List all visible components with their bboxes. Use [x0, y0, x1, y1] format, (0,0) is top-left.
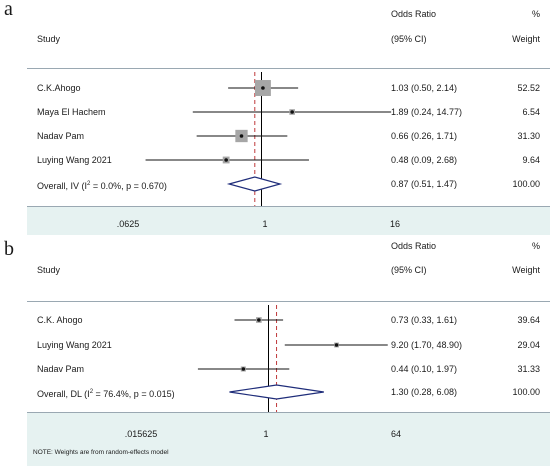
panel-a-letter: a: [4, 0, 13, 20]
x-tick-label: .015625: [124, 429, 158, 439]
header-percent: %: [531, 241, 540, 251]
study-ci: 0.66 (0.26, 1.71): [391, 131, 458, 141]
study-ci: 1.89 (0.24, 14.77): [391, 107, 463, 117]
x-tick-label: 16: [389, 219, 401, 229]
point-estimate: [239, 134, 244, 138]
study-name: C.K. Ahogo: [37, 315, 83, 325]
header-odds-ratio: Odds Ratio: [391, 241, 437, 251]
header-percent: %: [531, 9, 540, 19]
study-weight: 9.64: [522, 155, 540, 165]
study-name: Luying Wang 2021: [37, 155, 112, 165]
study-ci: 9.20 (1.70, 48.90): [391, 340, 463, 350]
divider-bottom: [27, 206, 550, 207]
point-estimate: [224, 158, 228, 162]
header-odds-ratio: Odds Ratio: [391, 9, 437, 19]
header-ci: (95% CI): [391, 34, 427, 44]
overall-weight: 100.00: [512, 387, 540, 397]
axis-band: [27, 413, 550, 466]
study-weight: 6.54: [522, 107, 540, 117]
study-name: Nadav Pam: [37, 131, 85, 141]
footnote: NOTE: Weights are from random-effects mo…: [33, 449, 169, 456]
header-ci: (95% CI): [391, 265, 427, 275]
study-weight: 39.64: [517, 315, 540, 325]
study-weight: 29.04: [517, 340, 540, 350]
divider-bottom: [27, 412, 550, 413]
study-name: Luying Wang 2021: [37, 340, 112, 350]
study-name: Maya El Hachem: [37, 107, 106, 117]
overall-diamond: [229, 384, 324, 400]
overall-label: Overall, DL (I2 = 76.4%, p = 0.015): [37, 389, 175, 399]
panel-b-letter: b: [4, 238, 14, 260]
study-name: C.K.Ahogo: [37, 83, 81, 93]
point-estimate: [334, 343, 339, 347]
header-weight: Weight: [512, 265, 540, 275]
divider-top: [27, 301, 550, 302]
overall-label: Overall, IV (I2 = 0.0%, p = 0.670): [37, 181, 167, 191]
axis-band: [27, 207, 550, 235]
study-weight: 52.52: [517, 83, 540, 93]
study-weight: 31.33: [517, 364, 540, 374]
x-tick-label: 1: [262, 219, 268, 229]
forest-marks-a: [145, 72, 392, 206]
point-estimate: [241, 367, 246, 371]
study-ci: 0.48 (0.09, 2.68): [391, 155, 458, 165]
overall-ci: 0.87 (0.51, 1.47): [391, 179, 458, 189]
header-study: Study: [37, 265, 61, 275]
point-estimate: [290, 110, 294, 114]
header-weight: Weight: [512, 34, 540, 44]
study-weight: 31.30: [517, 131, 540, 141]
x-tick-label: .0625: [116, 219, 140, 229]
study-name: Nadav Pam: [37, 364, 85, 374]
divider-top: [27, 68, 550, 69]
overall-diamond: [226, 176, 283, 192]
point-estimate: [261, 86, 265, 90]
overall-weight: 100.00: [512, 179, 540, 189]
forest-marks-b: [197, 305, 388, 412]
x-tick-label: 1: [263, 429, 269, 439]
point-estimate: [257, 318, 261, 322]
x-tick-label: 64: [390, 429, 402, 439]
forest-plot-a: Study Odds Ratio (95% CI) % Weight C.K.A…: [27, 0, 550, 235]
study-ci: 0.44 (0.10, 1.97): [391, 364, 458, 374]
forest-plot-b: Study Odds Ratio (95% CI) % Weight C.K. …: [27, 240, 550, 466]
overall-ci: 1.30 (0.28, 6.08): [391, 387, 458, 397]
study-ci: 1.03 (0.50, 2.14): [391, 83, 458, 93]
header-study: Study: [37, 34, 61, 44]
study-ci: 0.73 (0.33, 1.61): [391, 315, 458, 325]
